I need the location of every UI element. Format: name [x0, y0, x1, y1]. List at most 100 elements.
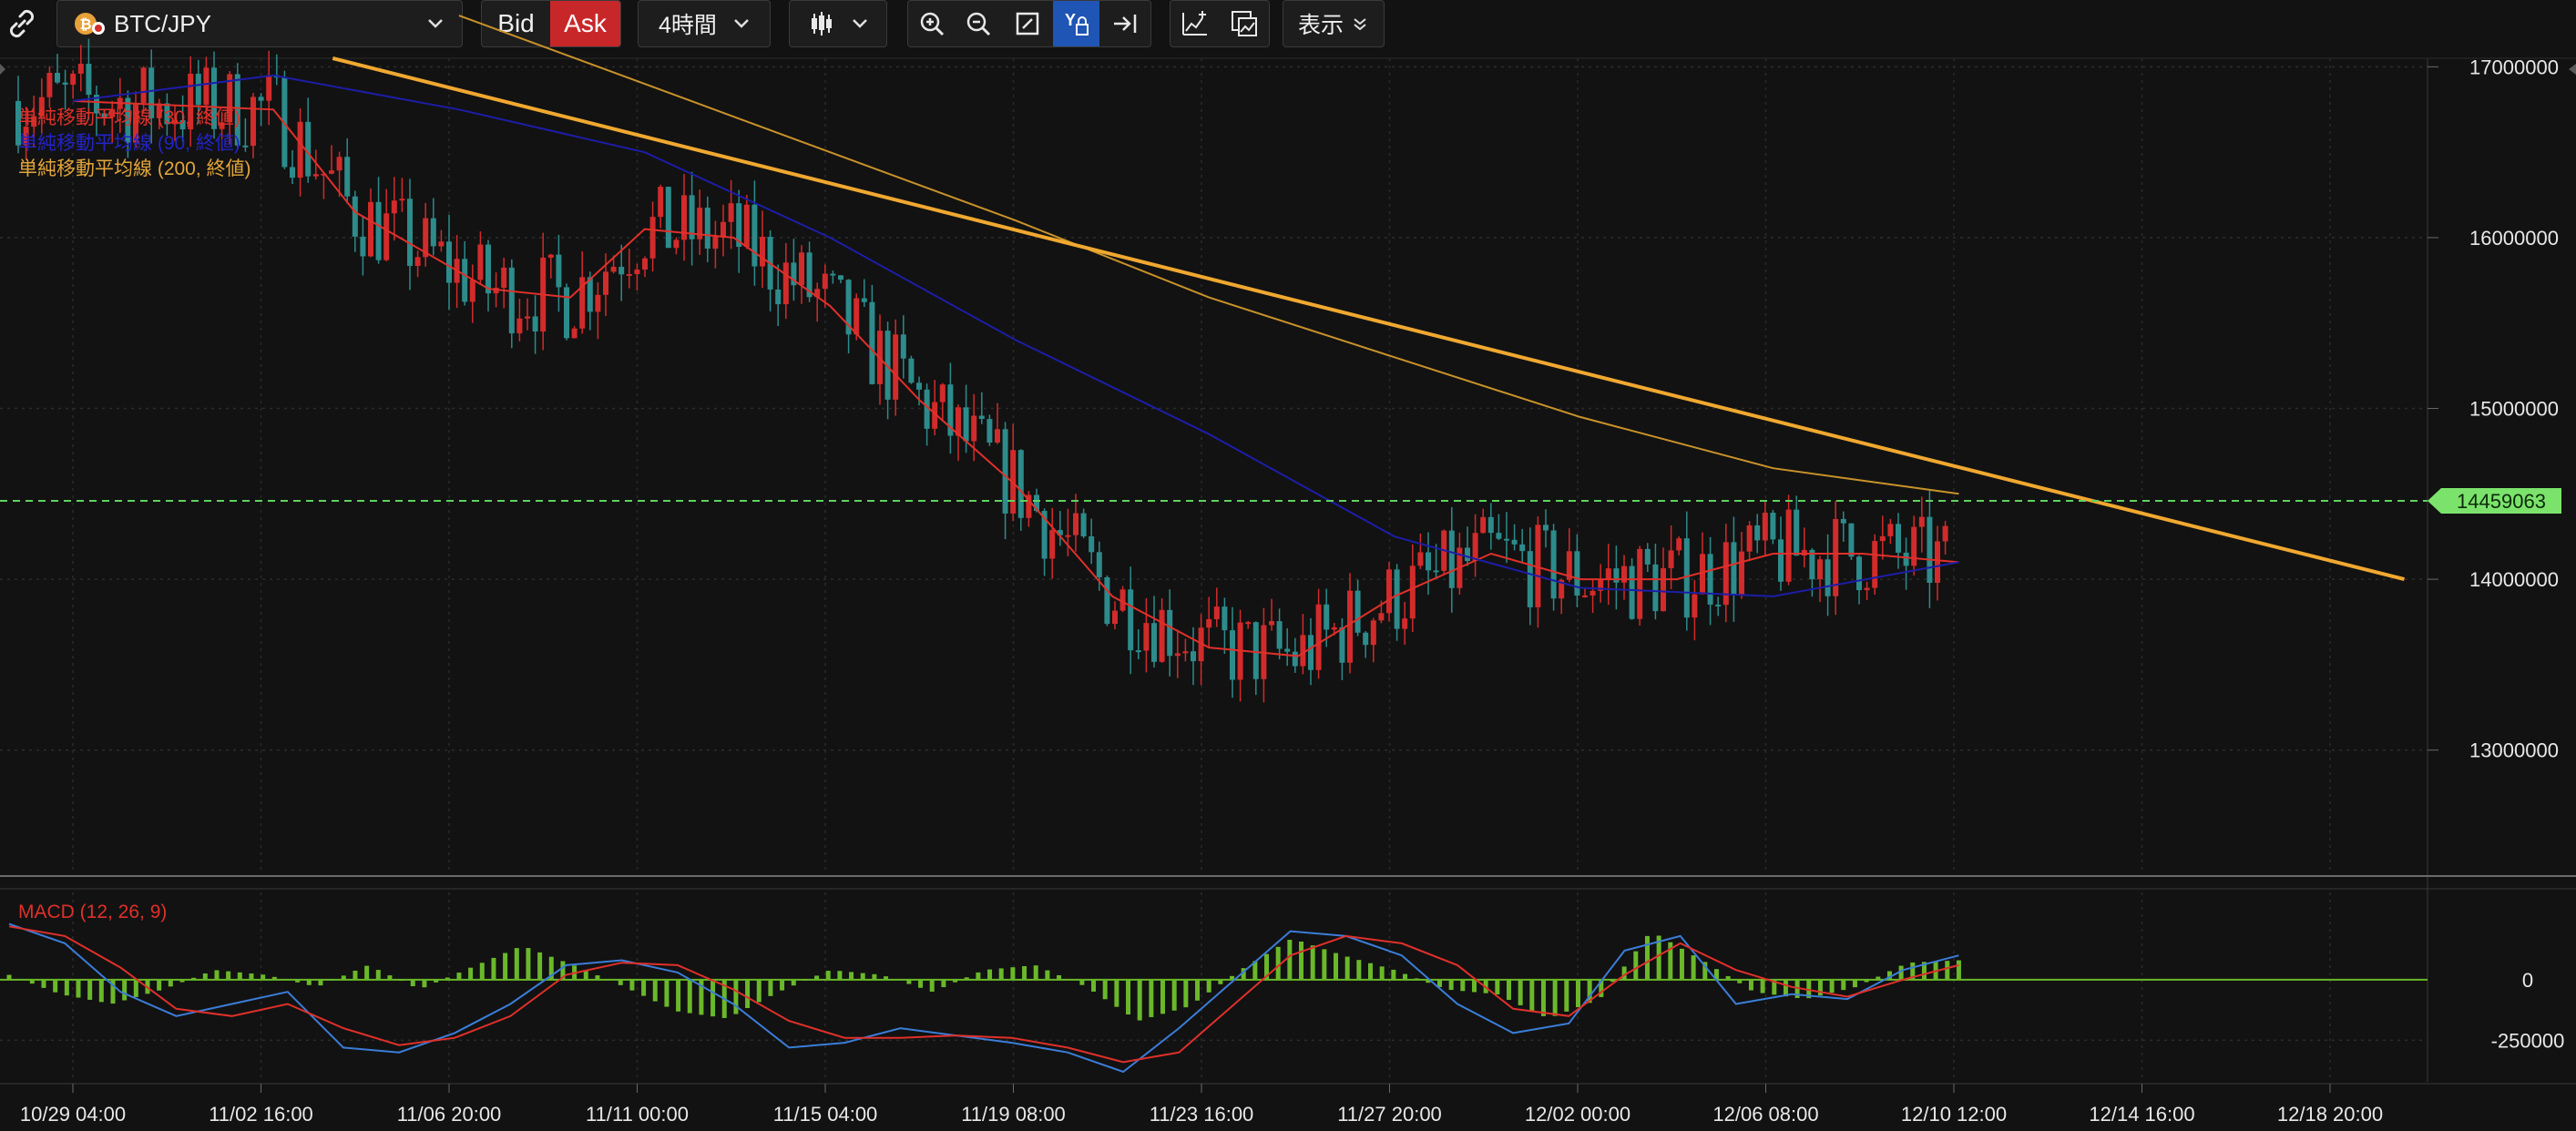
candle-body	[908, 358, 915, 383]
macd-bar	[1460, 979, 1466, 992]
sma-line	[72, 99, 1959, 657]
candle-body	[838, 275, 843, 280]
candle-body	[1652, 564, 1659, 612]
scroll-end-icon[interactable]	[1099, 10, 1150, 37]
right-scroll-handle[interactable]	[2569, 64, 2576, 75]
candle-body	[321, 173, 327, 176]
candle-body	[1049, 530, 1056, 559]
ask-button[interactable]: Ask	[550, 1, 620, 46]
candle-body	[1034, 494, 1039, 512]
candle-body	[1574, 551, 1580, 596]
macd-bar	[191, 977, 197, 980]
candle-body	[1911, 526, 1917, 566]
candle-body	[1448, 530, 1455, 588]
macd-bar	[745, 979, 751, 1009]
candle-body	[375, 201, 382, 260]
candle-body	[1872, 541, 1878, 588]
macd-bar	[1737, 979, 1743, 983]
candlesticks	[15, 38, 1948, 703]
macd-bar	[1033, 965, 1038, 980]
legend-sma200[interactable]: 単純移動平均線 (200, 終値)	[18, 158, 251, 179]
display-menu[interactable]: 表示	[1283, 0, 1385, 47]
macd-bar	[1864, 979, 1869, 983]
candle-body	[1644, 548, 1651, 565]
macd-bar	[1668, 942, 1673, 980]
macd-bar	[583, 970, 588, 980]
candle-body	[1487, 516, 1494, 534]
candle-body	[1065, 535, 1071, 537]
chevron-down-icon	[850, 14, 870, 34]
candlestick-icon	[808, 10, 835, 37]
macd-bar	[1621, 966, 1627, 980]
symbol-selector[interactable]: ₿ BTC/JPY	[56, 0, 463, 47]
macd-bar	[1599, 979, 1604, 997]
candle-body	[1135, 650, 1141, 653]
macd-bar	[410, 979, 415, 987]
macd-bar	[768, 979, 773, 996]
macd-bar	[456, 973, 462, 980]
macd-bar	[802, 979, 808, 981]
candle-body	[203, 67, 210, 106]
candle-body	[430, 218, 436, 247]
moving-averages	[72, 15, 1959, 657]
macd-bar	[237, 972, 242, 980]
time-tick-label: 11/19 08:00	[961, 1103, 1066, 1126]
candle-body	[712, 236, 719, 250]
macd-bar	[1552, 979, 1558, 1016]
candle-body	[587, 277, 593, 312]
macd-bar	[1921, 962, 1927, 980]
candle-body	[1002, 429, 1008, 514]
timeframe-selector[interactable]: 4時間	[638, 0, 771, 47]
macd-bar	[837, 971, 843, 980]
chart-type-selector[interactable]	[789, 0, 887, 47]
candle-body	[924, 389, 930, 429]
macd-bar	[1010, 967, 1016, 980]
candle-body	[1409, 566, 1416, 619]
macd-bar	[110, 979, 116, 1004]
macd-bar	[1772, 979, 1777, 995]
candle-body	[1613, 568, 1620, 583]
y-lock-icon[interactable]: Y	[1052, 1, 1100, 46]
macd-bar	[1183, 979, 1189, 1008]
candle-body	[1833, 518, 1839, 596]
macd-bar	[791, 979, 796, 986]
candle-body	[1903, 552, 1909, 566]
candle-body	[399, 199, 405, 201]
macd-bar	[1252, 961, 1258, 980]
macd-bar	[1045, 970, 1050, 980]
macd-bar	[526, 948, 531, 980]
legend-sma90[interactable]: 単純移動平均線 (90, 終値)	[18, 133, 240, 154]
time-axis[interactable]: 10/29 04:00 11/02 16:00 11/06 20:00 11/11 0…	[20, 1084, 2383, 1126]
macd-bar	[987, 969, 993, 980]
macd-bar	[652, 979, 658, 1002]
fit-icon[interactable]	[1002, 11, 1053, 36]
chevron-down-icon	[731, 14, 751, 34]
candle-body	[23, 127, 29, 146]
macd-bar	[1713, 969, 1719, 980]
candle-body	[782, 262, 789, 305]
macd-lines	[8, 922, 1959, 1074]
chart-image-icon[interactable]	[1220, 9, 1269, 38]
chevron-down-icon	[1351, 15, 1369, 33]
candle-body	[869, 301, 875, 384]
legend-macd[interactable]: MACD (12, 26, 9)	[18, 902, 167, 922]
trendline-group[interactable]	[332, 56, 2405, 582]
zoom-in-icon[interactable]	[908, 10, 956, 37]
macd-bar	[202, 973, 208, 980]
candle-body	[1080, 513, 1087, 537]
add-indicator-icon[interactable]	[1170, 9, 1220, 38]
candle-body	[1206, 618, 1212, 628]
candle-body	[55, 72, 60, 83]
candle-body	[219, 122, 225, 129]
zoom-out-icon[interactable]	[956, 10, 1003, 37]
macd-bar	[1022, 966, 1027, 980]
candle-body	[1426, 552, 1431, 571]
left-scroll-handle[interactable]	[0, 64, 5, 75]
price-axis[interactable]: 17000000 16000000 15000000 14000000 13000000	[2428, 56, 2559, 762]
price-tick-label: 15000000	[2469, 398, 2559, 421]
time-tick-label: 11/11 00:00	[586, 1103, 689, 1126]
legend-sma30[interactable]: 単純移動平均線 (30, 終値)	[18, 107, 240, 128]
link-icon[interactable]	[4, 5, 40, 42]
macd-bar	[64, 979, 69, 996]
